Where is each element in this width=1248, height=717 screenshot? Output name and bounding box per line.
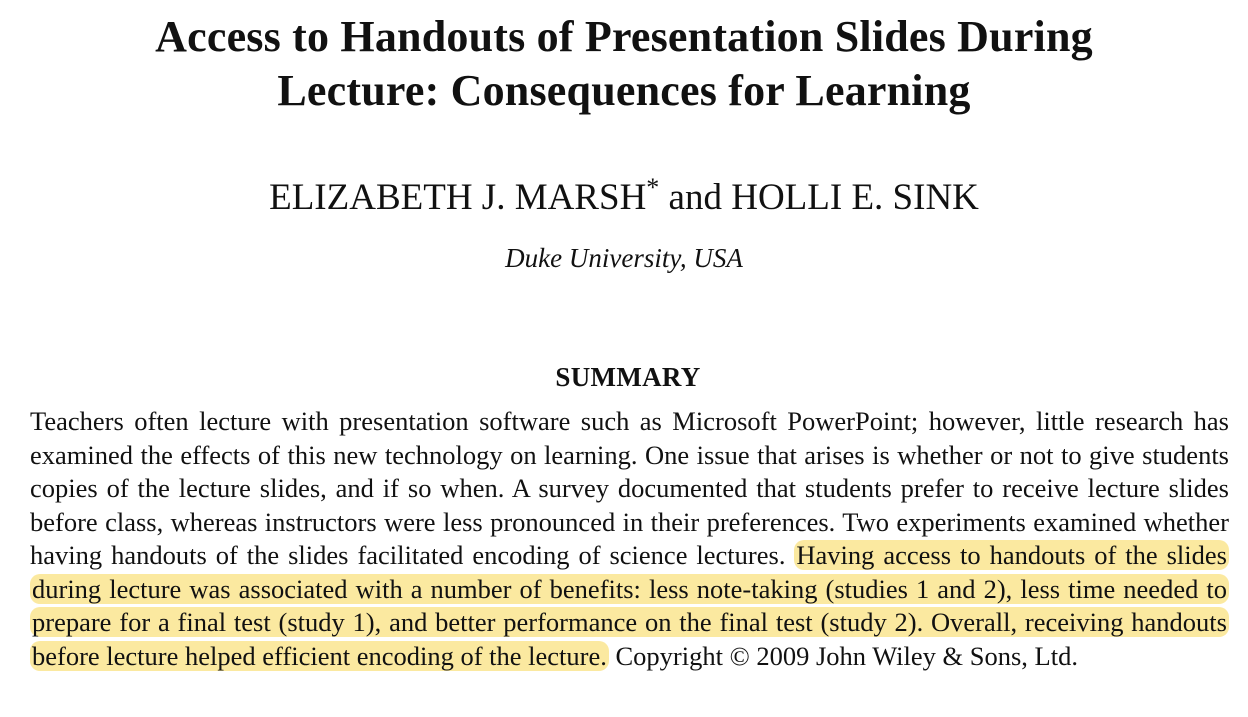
summary-text: Teachers often lecture with presentation… [30,405,1229,673]
copyright-notice: Copyright © 2009 John Wiley & Sons, Ltd. [608,640,1078,671]
paper-title: Access to Handouts of Presentation Slide… [0,10,1248,118]
paper-title-line-1: Access to Handouts of Presentation Slide… [155,12,1093,61]
corresponding-author-mark: * [646,173,660,202]
summary-heading: SUMMARY [555,362,701,392]
author-1-name: ELIZABETH J. MARSH [269,177,647,218]
author-2-name: HOLLI E. SINK [731,177,979,218]
affiliation: Duke University, USA [505,243,743,273]
author-list: ELIZABETH J. MARSH* and HOLLI E. SINK [0,173,1248,220]
summary-text-plain: Teachers often lecture with presentation… [30,406,1229,570]
author-conjunction: and [668,177,722,218]
paper-title-line-2: Lecture: Consequences for Learning [277,66,971,115]
